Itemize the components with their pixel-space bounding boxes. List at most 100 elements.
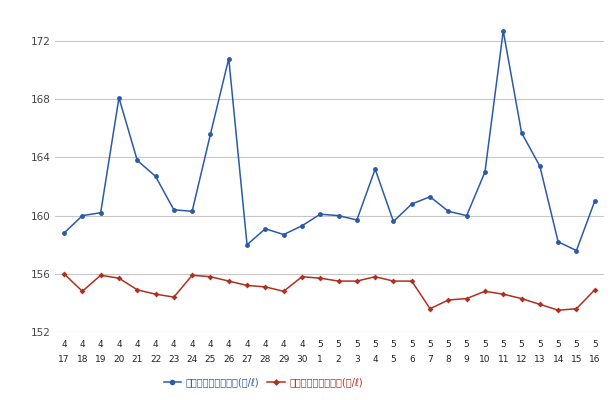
- Text: 5: 5: [518, 340, 525, 349]
- ◆ レギュラー実売価格(円/ℓ): [573, 306, 580, 311]
- Text: 25: 25: [205, 355, 216, 364]
- ● レギュラー県指価格(円/ℓ): [573, 248, 580, 253]
- Text: 15: 15: [571, 355, 582, 364]
- ● レギュラー県指価格(円/ℓ): [518, 130, 525, 135]
- Text: 4: 4: [61, 340, 67, 349]
- ◆ レギュラー実売価格(円/ℓ): [353, 279, 361, 284]
- ● レギュラー県指価格(円/ℓ): [317, 212, 324, 216]
- Text: 12: 12: [516, 355, 527, 364]
- Text: 4: 4: [152, 340, 159, 349]
- ● レギュラー県指価格(円/ℓ): [445, 209, 452, 214]
- ● レギュラー県指価格(円/ℓ): [280, 232, 287, 237]
- Text: 22: 22: [150, 355, 161, 364]
- ◆ レギュラー実売価格(円/ℓ): [262, 284, 269, 289]
- Text: 5: 5: [592, 340, 598, 349]
- Text: 5: 5: [372, 340, 378, 349]
- Text: 4: 4: [226, 340, 232, 349]
- ◆ レギュラー実売価格(円/ℓ): [115, 276, 123, 280]
- ◆ レギュラー実売価格(円/ℓ): [518, 296, 525, 301]
- ◆ レギュラー実売価格(円/ℓ): [298, 274, 306, 279]
- ● レギュラー県指価格(円/ℓ): [243, 242, 251, 247]
- Text: 4: 4: [189, 340, 195, 349]
- Text: 11: 11: [498, 355, 509, 364]
- Line: ● レギュラー県指価格(円/ℓ): ● レギュラー県指価格(円/ℓ): [62, 28, 597, 253]
- ◆ レギュラー実売価格(円/ℓ): [152, 292, 159, 296]
- Text: 23: 23: [168, 355, 179, 364]
- ◆ レギュラー実売価格(円/ℓ): [243, 283, 251, 288]
- Line: ◆ レギュラー実売価格(円/ℓ): ◆ レギュラー実売価格(円/ℓ): [62, 272, 597, 312]
- Text: 5: 5: [537, 340, 543, 349]
- Text: 4: 4: [281, 340, 287, 349]
- Text: 5: 5: [500, 340, 506, 349]
- Text: 5: 5: [464, 340, 470, 349]
- ◆ レギュラー実売価格(円/ℓ): [554, 308, 562, 312]
- Text: 6: 6: [409, 355, 415, 364]
- ◆ レギュラー実売価格(円/ℓ): [481, 289, 489, 294]
- Text: 27: 27: [242, 355, 253, 364]
- ● レギュラー県指価格(円/ℓ): [500, 28, 507, 33]
- ● レギュラー県指価格(円/ℓ): [591, 199, 598, 204]
- ● レギュラー県指価格(円/ℓ): [79, 213, 86, 218]
- Text: 4: 4: [116, 340, 122, 349]
- Text: 4: 4: [207, 340, 213, 349]
- Text: 19: 19: [95, 355, 106, 364]
- Text: 5: 5: [427, 340, 433, 349]
- Text: 5: 5: [390, 355, 397, 364]
- ◆ レギュラー実売価格(円/ℓ): [500, 292, 507, 296]
- ◆ レギュラー実売価格(円/ℓ): [371, 274, 379, 279]
- Text: 14: 14: [553, 355, 564, 364]
- Text: 29: 29: [278, 355, 289, 364]
- ◆ レギュラー実売価格(円/ℓ): [536, 302, 544, 307]
- ◆ レギュラー実売価格(円/ℓ): [280, 289, 287, 294]
- ● レギュラー県指価格(円/ℓ): [554, 240, 562, 244]
- ● レギュラー県指価格(円/ℓ): [225, 56, 232, 61]
- Text: 5: 5: [555, 340, 561, 349]
- Text: 21: 21: [132, 355, 143, 364]
- Text: 5: 5: [390, 340, 397, 349]
- Text: 1: 1: [317, 355, 323, 364]
- ◆ レギュラー実売価格(円/ℓ): [188, 273, 196, 278]
- Text: 4: 4: [79, 340, 85, 349]
- ● レギュラー県指価格(円/ℓ): [353, 218, 361, 222]
- Text: 18: 18: [77, 355, 88, 364]
- ● レギュラー県指価格(円/ℓ): [97, 210, 104, 215]
- ◆ レギュラー実売価格(円/ℓ): [134, 288, 141, 292]
- Text: 5: 5: [354, 340, 360, 349]
- Text: 5: 5: [445, 340, 451, 349]
- ● レギュラー県指価格(円/ℓ): [60, 231, 68, 236]
- Text: 9: 9: [464, 355, 470, 364]
- ◆ レギュラー実売価格(円/ℓ): [207, 274, 214, 279]
- Text: 13: 13: [534, 355, 545, 364]
- ● レギュラー県指価格(円/ℓ): [335, 213, 342, 218]
- Text: 30: 30: [296, 355, 307, 364]
- ● レギュラー県指価格(円/ℓ): [298, 224, 306, 228]
- Text: 7: 7: [427, 355, 433, 364]
- Text: 4: 4: [134, 340, 140, 349]
- Text: 26: 26: [223, 355, 234, 364]
- Text: 16: 16: [589, 355, 600, 364]
- ● レギュラー県指価格(円/ℓ): [188, 209, 196, 214]
- Text: 17: 17: [59, 355, 70, 364]
- Text: 3: 3: [354, 355, 360, 364]
- Text: 4: 4: [171, 340, 177, 349]
- ◆ レギュラー実売価格(円/ℓ): [463, 296, 470, 301]
- ◆ レギュラー実売価格(円/ℓ): [408, 279, 415, 284]
- ● レギュラー県指価格(円/ℓ): [170, 208, 178, 212]
- Legend: レギュラー県指価格(円/ℓ), レギュラー実売価格(円/ℓ): レギュラー県指価格(円/ℓ), レギュラー実売価格(円/ℓ): [160, 373, 367, 391]
- Text: 5: 5: [482, 340, 488, 349]
- Text: 5: 5: [336, 340, 342, 349]
- Text: 2: 2: [336, 355, 342, 364]
- ● レギュラー県指価格(円/ℓ): [408, 202, 415, 206]
- Text: 4: 4: [299, 340, 305, 349]
- Text: 24: 24: [187, 355, 198, 364]
- Text: 5: 5: [317, 340, 323, 349]
- ● レギュラー県指価格(円/ℓ): [152, 174, 159, 179]
- ● レギュラー県指価格(円/ℓ): [207, 132, 214, 136]
- Text: 28: 28: [260, 355, 271, 364]
- Text: 5: 5: [573, 340, 580, 349]
- ● レギュラー県指価格(円/ℓ): [115, 96, 123, 100]
- ● レギュラー県指価格(円/ℓ): [426, 194, 434, 199]
- ● レギュラー県指価格(円/ℓ): [262, 226, 269, 231]
- ● レギュラー県指価格(円/ℓ): [463, 213, 470, 218]
- ◆ レギュラー実売価格(円/ℓ): [225, 279, 232, 284]
